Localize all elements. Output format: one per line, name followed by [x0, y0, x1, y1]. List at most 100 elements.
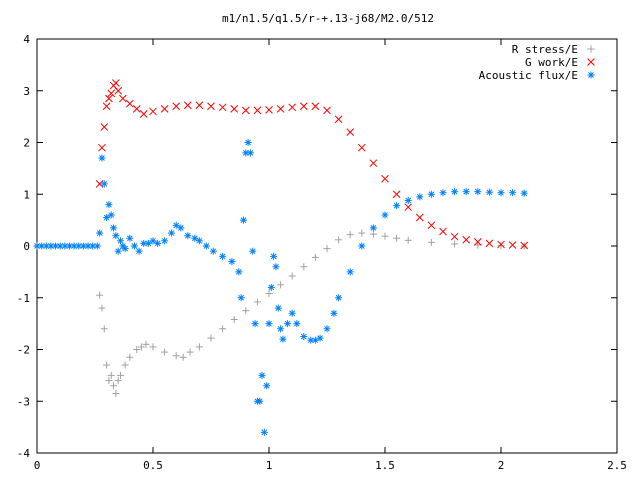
data-point — [346, 231, 354, 239]
data-point — [38, 242, 46, 250]
data-point — [219, 325, 227, 333]
data-point — [293, 320, 301, 328]
data-point — [381, 211, 389, 219]
data-point — [172, 102, 181, 111]
data-point — [230, 105, 239, 113]
data-point — [300, 333, 308, 341]
data-point — [235, 268, 243, 276]
data-point — [112, 389, 120, 397]
data-point — [258, 371, 266, 379]
data-point — [112, 79, 120, 87]
data-point — [125, 99, 134, 108]
data-point — [105, 201, 113, 209]
data-point — [110, 224, 118, 232]
data-point — [219, 252, 227, 260]
data-point — [439, 189, 447, 197]
data-point — [52, 242, 60, 250]
data-point — [474, 241, 482, 249]
data-point — [179, 353, 187, 361]
data-point — [47, 242, 55, 250]
data-point — [284, 320, 292, 328]
y-tick-label: 0 — [23, 240, 30, 253]
data-point — [369, 224, 377, 232]
data-point — [107, 89, 116, 98]
data-point — [509, 189, 517, 197]
data-point — [139, 110, 148, 118]
data-point — [474, 188, 482, 196]
data-point — [267, 283, 275, 291]
data-point — [121, 245, 129, 253]
legend-label: Acoustic flux/E — [479, 69, 578, 82]
data-point — [381, 232, 389, 240]
data-point — [126, 234, 134, 242]
series-layer — [33, 79, 529, 436]
data-point — [427, 190, 435, 198]
data-point — [415, 213, 424, 222]
data-point — [98, 143, 106, 152]
data-point — [369, 159, 378, 168]
data-point — [33, 242, 41, 250]
data-point — [207, 102, 215, 111]
data-point — [98, 304, 106, 312]
data-point — [288, 309, 296, 317]
data-point — [186, 348, 194, 356]
data-point — [485, 188, 493, 196]
data-point — [137, 343, 145, 351]
data-point — [177, 224, 185, 232]
data-point — [311, 253, 319, 261]
data-point — [84, 242, 92, 250]
data-point — [508, 241, 517, 249]
data-point — [218, 103, 227, 112]
data-point — [427, 221, 436, 230]
data-point — [184, 232, 192, 240]
data-point — [195, 101, 204, 110]
data-point — [130, 242, 138, 250]
data-point — [114, 86, 123, 95]
data-point — [172, 221, 180, 229]
data-point — [263, 382, 271, 390]
data-point — [462, 188, 470, 196]
legend-marker — [587, 45, 595, 53]
data-point — [242, 307, 250, 315]
legend-label: G work/E — [525, 56, 578, 69]
data-point — [381, 174, 389, 183]
data-point — [161, 237, 169, 245]
data-point — [462, 235, 471, 244]
y-tick-label: -2 — [17, 344, 30, 357]
legend-marker — [587, 58, 595, 66]
x-tick-label: 2.5 — [607, 459, 627, 472]
data-point — [114, 377, 122, 385]
data-point — [183, 101, 192, 110]
data-point — [260, 428, 268, 436]
data-point — [357, 143, 366, 152]
data-point — [100, 180, 108, 188]
data-point — [450, 232, 459, 241]
legend-label: R stress/E — [512, 43, 578, 56]
data-point — [330, 309, 338, 317]
data-point — [228, 258, 236, 266]
data-point — [520, 241, 529, 250]
x-tick-label: 1 — [266, 459, 273, 472]
series-0 — [96, 229, 528, 397]
data-point — [358, 229, 366, 237]
data-point — [135, 247, 143, 255]
data-point — [279, 335, 287, 343]
x-tick-label: 1.5 — [375, 459, 395, 472]
data-point — [300, 263, 308, 271]
y-tick-label: 3 — [23, 85, 30, 98]
data-point — [96, 291, 104, 299]
data-point — [93, 242, 101, 250]
data-point — [112, 232, 120, 240]
data-point — [105, 94, 113, 103]
data-point — [160, 105, 169, 113]
x-tick-label: 2 — [498, 459, 505, 472]
data-point — [253, 298, 261, 306]
data-point — [404, 196, 412, 204]
data-point — [239, 216, 247, 224]
data-point — [195, 237, 203, 245]
data-point — [118, 94, 127, 103]
data-point — [230, 315, 238, 323]
data-point — [277, 325, 285, 333]
data-point — [172, 352, 180, 360]
data-point — [246, 149, 254, 157]
